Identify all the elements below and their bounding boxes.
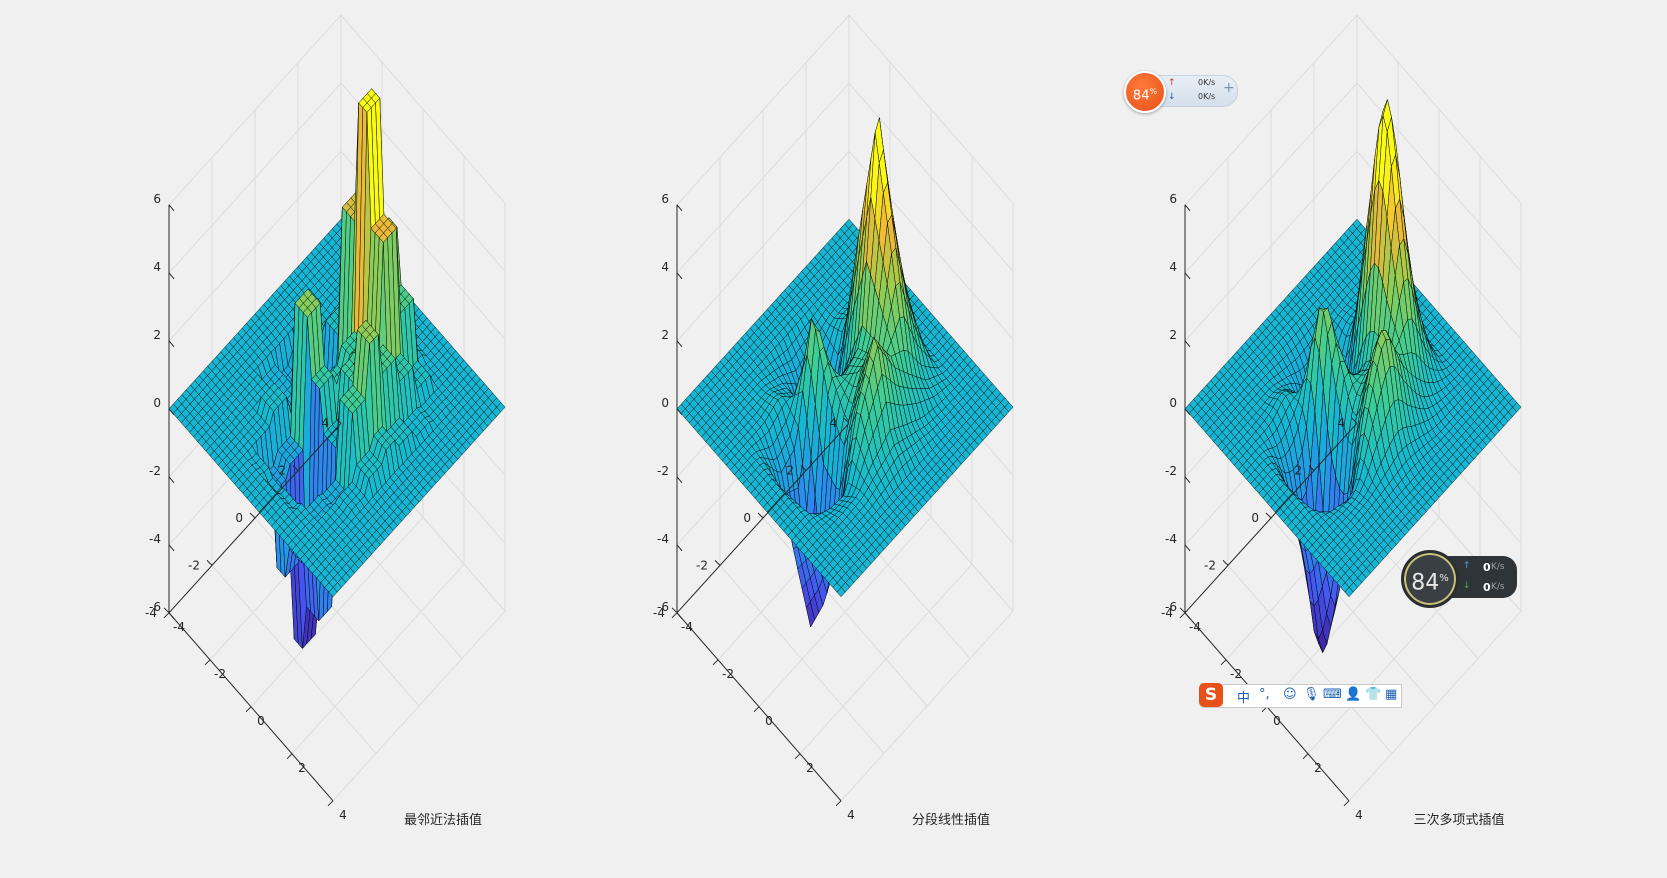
x-tick-mark (712, 659, 719, 666)
surface-face (836, 587, 846, 598)
x-tick-mark (327, 800, 334, 807)
surface-mesh (1184, 98, 1522, 654)
x-tick-mark (245, 706, 252, 713)
x-tick-mark (163, 612, 170, 619)
x-tick-label: -2 (722, 667, 734, 681)
plot-title: 分段线性插值 (912, 812, 990, 828)
z-tick-label: -2 (657, 464, 669, 478)
grid-line (840, 610, 1014, 802)
z-tick-mark (168, 612, 175, 620)
y-tick-label: 2 (278, 464, 286, 478)
z-tick-label: 2 (661, 328, 669, 342)
z-tick-mark (676, 612, 683, 620)
y-tick-label: 0 (235, 511, 243, 525)
z-tick-mark (168, 408, 175, 416)
z-tick-mark (676, 340, 683, 348)
x-tick-label: 0 (257, 714, 265, 728)
z-tick-mark (168, 272, 175, 280)
axes-lines (671, 204, 850, 807)
grid-line (332, 610, 506, 802)
z-tick-label: 4 (661, 260, 669, 274)
y-tick-label: -2 (696, 558, 708, 572)
z-tick-mark (676, 544, 683, 552)
plot-title: 最邻近法插值 (404, 812, 482, 828)
z-tick-label: 6 (153, 192, 161, 206)
grid-line (758, 516, 932, 708)
y-tick-label: -4 (653, 606, 665, 620)
z-tick-label: 2 (153, 328, 161, 342)
y-tick-label: 0 (743, 511, 751, 525)
x-tick-label: 0 (765, 714, 773, 728)
x-tick-mark (671, 612, 678, 619)
z-tick-mark (168, 476, 175, 484)
grid-line (1348, 610, 1522, 802)
y-tick-label: 4 (829, 416, 837, 430)
z-tick-label: 4 (153, 260, 161, 274)
y-tick-mark (335, 417, 342, 424)
y-tick-label: 2 (786, 464, 794, 478)
y-tick-mark (292, 465, 299, 471)
z-tick-label: 6 (661, 192, 669, 206)
x-tick-label: 4 (847, 808, 855, 822)
z-tick-mark (676, 272, 683, 280)
y-tick-mark (800, 465, 807, 471)
z-tick-label: 0 (153, 396, 161, 410)
y-tick-mark (714, 560, 721, 566)
surface-face (1344, 587, 1354, 598)
z-tick-label: -6 (657, 600, 669, 614)
y-tick-mark (757, 512, 764, 519)
surface-mesh (168, 88, 506, 650)
x-tick-label: -4 (173, 620, 185, 634)
y-tick-label: -4 (145, 606, 157, 620)
z-tick-label: -6 (149, 600, 161, 614)
x-tick-mark (286, 753, 293, 760)
y-tick-mark (249, 512, 256, 519)
z-tick-label: -2 (149, 464, 161, 478)
y-tick-mark (671, 607, 678, 614)
grid-line (291, 563, 465, 755)
x-tick-label: -4 (681, 620, 693, 634)
z-tick-label: -4 (657, 532, 669, 546)
y-tick-mark (843, 417, 850, 424)
z-tick-mark (676, 408, 683, 416)
surface-face (328, 587, 338, 598)
x-tick-label: 2 (298, 761, 306, 775)
z-tick-mark (168, 544, 175, 552)
z-tick-mark (676, 476, 683, 484)
x-tick-label: 4 (339, 808, 347, 822)
x-tick-label: 2 (806, 761, 814, 775)
x-tick-label: -2 (214, 667, 226, 681)
axes-lines (163, 204, 342, 807)
grid-line (1266, 516, 1440, 708)
z-tick-mark (168, 204, 175, 212)
y-tick-mark (206, 560, 213, 566)
grid-line (799, 563, 973, 755)
x-tick-mark (753, 706, 760, 713)
z-tick-label: 0 (661, 396, 669, 410)
x-tick-mark (794, 753, 801, 760)
x-tick-mark (204, 659, 211, 666)
z-tick-mark (168, 340, 175, 348)
z-tick-label: -4 (149, 532, 161, 546)
y-tick-label: -2 (188, 558, 200, 572)
z-tick-mark (676, 204, 683, 212)
surface-mesh (676, 117, 1014, 628)
y-tick-mark (163, 607, 170, 614)
x-tick-mark (835, 800, 842, 807)
y-tick-label: 4 (321, 416, 329, 430)
grid-line (250, 516, 424, 708)
